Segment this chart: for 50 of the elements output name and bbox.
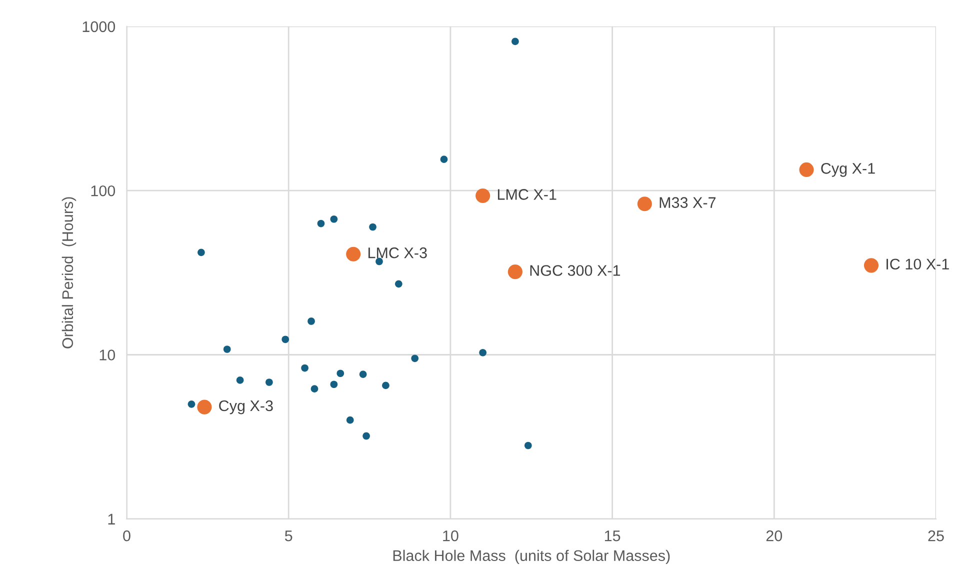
y-tick-label: 10 [100,350,116,360]
annotation: LMC X-1 [498,189,556,200]
y-tick-label: 1 [108,514,115,524]
point [440,156,448,164]
point [637,196,652,212]
x-tick-label: 25 [928,530,944,542]
point [197,400,212,414]
point [301,364,308,372]
x-tick-label: 15 [604,530,620,542]
point [282,336,290,344]
annotation: M33 X-7 [660,197,716,208]
point [369,223,376,231]
point [799,162,814,177]
x-tick-label: 20 [766,530,782,542]
point [266,378,273,386]
point [188,400,196,408]
point [346,246,361,262]
point [310,385,318,392]
point [479,348,486,356]
point [330,215,338,223]
annotation: Cyg X-1 [821,162,875,177]
point [317,220,325,228]
point [508,264,522,280]
point [223,346,231,353]
point [476,188,490,204]
annotation: NGC 300 X-1 [530,265,620,276]
point [308,318,315,325]
point [198,248,205,256]
point [512,38,519,46]
point [359,370,367,378]
y-axis-title: Orbital Period (Hours) [62,197,76,348]
point [336,370,344,378]
point [524,442,532,450]
y-tick-label: 1000 [82,21,116,32]
point [394,280,402,288]
x-tick-label: 10 [443,530,458,542]
point [864,258,879,273]
point [411,354,419,362]
annotation: IC 10 X-1 [886,258,949,270]
y-tick-label: 100 [91,185,116,196]
point [330,380,338,388]
x-tick-label: 5 [284,530,292,542]
point [346,416,354,424]
annotation: Cyg X-3 [219,400,273,414]
point [236,376,244,384]
annotation: LMC X-3 [368,247,427,258]
point [382,382,390,390]
point [362,432,370,440]
x-axis-title: Black Hole Mass (units of Solar Masses) [393,550,670,564]
x-tick-label: 0 [123,530,130,542]
